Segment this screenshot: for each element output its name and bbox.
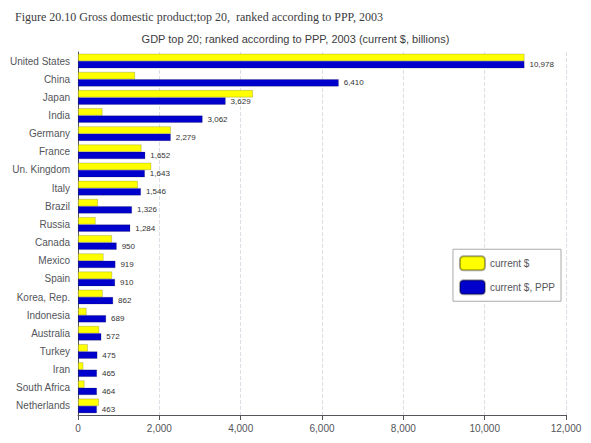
svg-text:Netherlands: Netherlands: [16, 400, 70, 411]
svg-text:2,279: 2,279: [176, 133, 197, 142]
svg-text:464: 464: [102, 387, 116, 396]
svg-text:1,546: 1,546: [146, 187, 167, 196]
svg-text:463: 463: [102, 405, 116, 414]
svg-text:919: 919: [120, 260, 134, 269]
svg-text:1,643: 1,643: [150, 169, 171, 178]
svg-text:6,000: 6,000: [310, 423, 335, 434]
svg-text:3,062: 3,062: [208, 115, 229, 124]
svg-text:0: 0: [75, 423, 81, 434]
svg-text:1,326: 1,326: [137, 205, 158, 214]
svg-text:Canada: Canada: [35, 237, 70, 248]
svg-text:Brazil: Brazil: [45, 201, 70, 212]
svg-text:Japan: Japan: [43, 92, 70, 103]
svg-text:6,410: 6,410: [344, 78, 365, 87]
svg-text:Italy: Italy: [52, 183, 70, 194]
svg-text:Germany: Germany: [29, 128, 70, 139]
svg-text:475: 475: [102, 351, 116, 360]
svg-text:South Africa: South Africa: [16, 382, 70, 393]
svg-text:Un. Kingdom: Un. Kingdom: [12, 164, 70, 175]
svg-text:Indonesia: Indonesia: [27, 310, 71, 321]
svg-text:Turkey: Turkey: [40, 346, 70, 357]
svg-text:China: China: [44, 74, 71, 85]
svg-text:1,284: 1,284: [135, 224, 156, 233]
svg-text:10,978: 10,978: [529, 60, 554, 69]
svg-text:465: 465: [102, 369, 116, 378]
svg-text:862: 862: [118, 296, 132, 305]
svg-text:10,000: 10,000: [469, 423, 500, 434]
svg-text:current $: current $: [490, 258, 530, 269]
svg-text:8,000: 8,000: [391, 423, 416, 434]
svg-text:Mexico: Mexico: [38, 255, 70, 266]
svg-text:4,000: 4,000: [228, 423, 253, 434]
svg-text:572: 572: [106, 332, 120, 341]
svg-text:current $, PPP: current $, PPP: [490, 282, 555, 293]
svg-text:Russia: Russia: [39, 219, 70, 230]
svg-text:Australia: Australia: [31, 328, 70, 339]
svg-text:Figure 20.10 Gross domestic pr: Figure 20.10 Gross domestic product;top …: [15, 10, 383, 24]
svg-text:1,652: 1,652: [150, 151, 171, 160]
svg-text:France: France: [39, 146, 71, 157]
svg-text:2,000: 2,000: [147, 423, 172, 434]
svg-text:United States: United States: [10, 56, 70, 67]
svg-text:910: 910: [120, 278, 134, 287]
svg-text:950: 950: [122, 242, 136, 251]
svg-text:Korea, Rep.: Korea, Rep.: [17, 292, 70, 303]
svg-text:689: 689: [111, 314, 125, 323]
svg-text:Spain: Spain: [44, 273, 70, 284]
svg-text:GDP top 20; ranked according t: GDP top 20; ranked according to PPP, 200…: [142, 33, 450, 45]
svg-text:12,000: 12,000: [551, 423, 582, 434]
svg-text:3,629: 3,629: [231, 97, 252, 106]
svg-text:India: India: [48, 110, 70, 121]
svg-text:Iran: Iran: [53, 364, 70, 375]
